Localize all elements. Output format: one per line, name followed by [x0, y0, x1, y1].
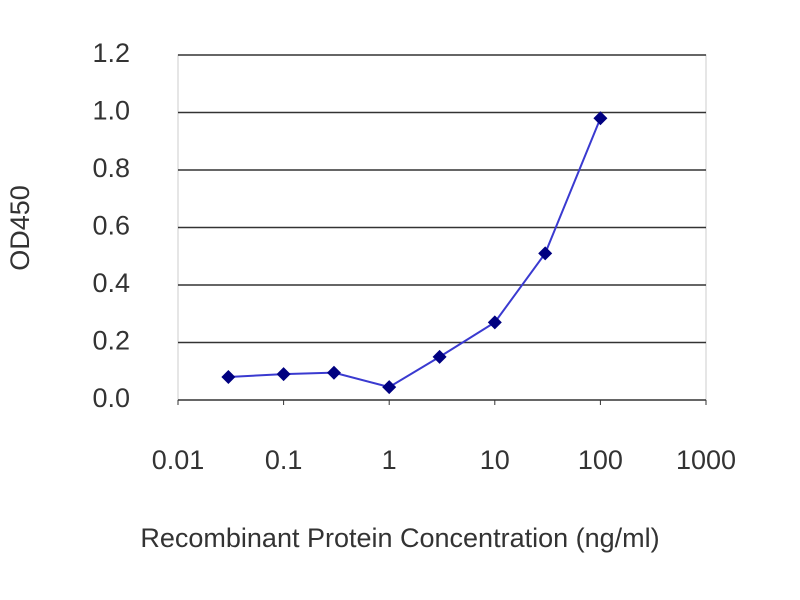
data-point — [382, 380, 397, 395]
y-tick-label: 1.2 — [92, 38, 130, 68]
y-tick-label: 0.0 — [92, 383, 130, 413]
x-tick-label: 10 — [480, 445, 510, 475]
data-point — [487, 315, 502, 330]
data-line — [228, 117, 602, 389]
x-tick-label: 0.1 — [265, 445, 303, 475]
y-tick-label: 1.0 — [92, 96, 130, 126]
data-point — [221, 370, 236, 384]
x-tick-label: 0.01 — [152, 445, 205, 475]
data-point — [326, 365, 341, 380]
y-tick-label: 0.2 — [92, 326, 130, 356]
y-tick-label: 0.6 — [92, 211, 130, 241]
y-tick-label: 0.8 — [92, 153, 130, 183]
x-tick-label: 1 — [382, 445, 397, 475]
data-point — [593, 111, 608, 126]
x-tick-label: 1000 — [676, 445, 736, 475]
y-axis-title: OD450 — [5, 185, 35, 271]
data-point — [432, 349, 447, 364]
x-axis-title: Recombinant Protein Concentration (ng/ml… — [140, 523, 659, 553]
y-tick-label: 0.4 — [92, 268, 130, 298]
x-tick-label: 100 — [578, 445, 623, 475]
data-point — [276, 367, 291, 382]
data-point — [538, 246, 553, 261]
